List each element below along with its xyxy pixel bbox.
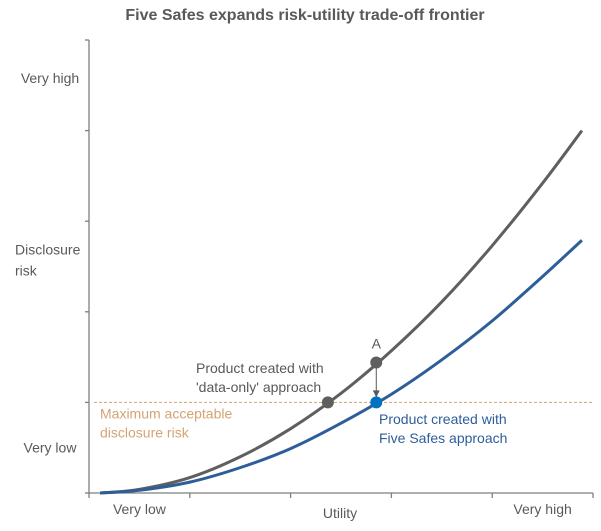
annotation-five-safes-line: Product created with (379, 411, 507, 427)
annotation-five-safes-line: Five Safes approach (379, 430, 507, 446)
annotation-five-safes: Product created with Five Safes approach (379, 411, 507, 446)
threshold-label-line: Maximum acceptable (100, 405, 232, 421)
y-axis-label: Disclosure risk (15, 242, 81, 279)
chart-title: Five Safes expands risk-utility trade-of… (125, 7, 484, 24)
x-axis-label: Utility (323, 505, 357, 521)
series-line-data-only (99, 129, 584, 495)
annotation-data-only-line: Product created with (196, 360, 324, 376)
point-five-safes-product (370, 396, 383, 409)
y-tick-label: Very high (21, 70, 79, 86)
annotation-data-only-line: 'data-only' approach (196, 379, 321, 395)
x-tick-label: Very high (513, 501, 571, 517)
y-axis-label-line: risk (15, 263, 38, 279)
series-line-five-safes (99, 239, 583, 495)
y-axis-label-line: Disclosure (15, 242, 81, 258)
annotation-data-only: Product created with 'data-only' approach (196, 360, 324, 395)
threshold-label: Maximum acceptable disclosure risk (100, 405, 232, 440)
point-data-only-at-threshold (321, 396, 334, 409)
axes: Very low Very high Very high Very low (21, 39, 594, 517)
arrow-head (372, 390, 380, 398)
point-a-label: A (372, 336, 382, 352)
point-A (370, 356, 383, 369)
x-tick-label: Very low (113, 501, 167, 517)
threshold-label-line: disclosure risk (100, 424, 190, 440)
y-tick-label: Very low (24, 440, 78, 456)
